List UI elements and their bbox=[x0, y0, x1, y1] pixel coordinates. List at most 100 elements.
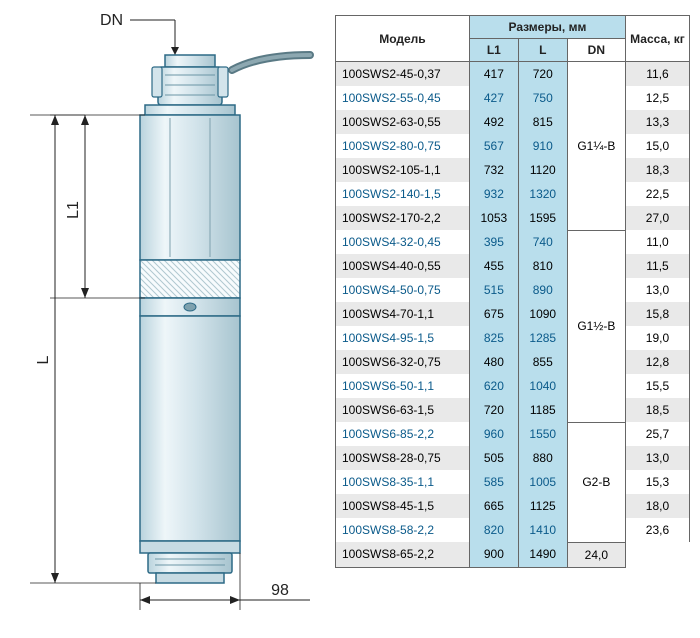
l-cell: 1285 bbox=[518, 326, 567, 350]
mass-cell: 25,7 bbox=[625, 422, 689, 446]
table-row: 100SWS4-40-0,5545581011,5 bbox=[336, 254, 690, 278]
th-l1: L1 bbox=[469, 39, 518, 62]
table-row: 100SWS8-58-2,28201410 23,6 bbox=[336, 518, 690, 542]
table-row: 100SWS6-32-0,75480855 12,8 bbox=[336, 350, 690, 374]
mass-cell: 23,6 bbox=[625, 518, 689, 542]
l-cell: 750 bbox=[518, 86, 567, 110]
mass-cell: 27,0 bbox=[625, 206, 689, 230]
l-cell: 810 bbox=[518, 254, 567, 278]
table-row: 100SWS2-45-0,37417720G1¼-B11,6 bbox=[336, 62, 690, 87]
l-cell: 910 bbox=[518, 134, 567, 158]
mass-cell: 15,5 bbox=[625, 374, 689, 398]
mass-cell: 15,3 bbox=[625, 470, 689, 494]
l1-cell: 515 bbox=[469, 278, 518, 302]
l-cell: 1005 bbox=[518, 470, 567, 494]
model-cell: 100SWS8-58-2,2 bbox=[336, 518, 470, 542]
l1-cell: 675 bbox=[469, 302, 518, 326]
l-cell: 1490 bbox=[518, 542, 567, 567]
l1-cell: 620 bbox=[469, 374, 518, 398]
model-cell: 100SWS4-70-1,1 bbox=[336, 302, 470, 326]
table-row: 100SWS6-63-1,5720118518,5 bbox=[336, 398, 690, 422]
l1-cell: 825 bbox=[469, 326, 518, 350]
table-row: 100SWS4-95-1,58251285 19,0 bbox=[336, 326, 690, 350]
dn-cell: G1½-B bbox=[567, 230, 625, 422]
l-cell: 815 bbox=[518, 110, 567, 134]
table-row: 100SWS2-170-2,210531595 27,0 bbox=[336, 206, 690, 230]
l-cell: 890 bbox=[518, 278, 567, 302]
l1-label: L1 bbox=[65, 201, 82, 219]
l1-cell: 720 bbox=[469, 398, 518, 422]
l-cell: 1090 bbox=[518, 302, 567, 326]
dn-cell: G2-B bbox=[567, 422, 625, 542]
l1-cell: 900 bbox=[469, 542, 518, 567]
model-cell: 100SWS2-80-0,75 bbox=[336, 134, 470, 158]
table-row: 100SWS2-105-1,1732112018,3 bbox=[336, 158, 690, 182]
table-row: 100SWS8-45-1,5665112518,0 bbox=[336, 494, 690, 518]
mass-cell: 11,5 bbox=[625, 254, 689, 278]
mass-cell: 18,0 bbox=[625, 494, 689, 518]
l1-cell: 1053 bbox=[469, 206, 518, 230]
l-cell: 855 bbox=[518, 350, 567, 374]
model-cell: 100SWS4-95-1,5 bbox=[336, 326, 470, 350]
th-dn: DN bbox=[567, 39, 625, 62]
model-cell: 100SWS8-28-0,75 bbox=[336, 446, 470, 470]
mass-cell: 12,8 bbox=[625, 350, 689, 374]
table-row: 100SWS2-63-0,5549281513,3 bbox=[336, 110, 690, 134]
model-cell: 100SWS4-50-0,75 bbox=[336, 278, 470, 302]
mass-cell: 22,5 bbox=[625, 182, 689, 206]
l1-cell: 427 bbox=[469, 86, 518, 110]
mass-cell: 13,0 bbox=[625, 278, 689, 302]
model-cell: 100SWS6-50-1,1 bbox=[336, 374, 470, 398]
th-sizes: Размеры, мм bbox=[469, 16, 625, 39]
l1-cell: 820 bbox=[469, 518, 518, 542]
pump-diagram: DN bbox=[0, 0, 335, 633]
model-cell: 100SWS2-105-1,1 bbox=[336, 158, 470, 182]
th-mass: Масса, кг bbox=[625, 16, 689, 62]
spec-table: Модель Размеры, мм Масса, кг L1 L DN 100… bbox=[335, 15, 690, 568]
model-cell: 100SWS2-45-0,37 bbox=[336, 62, 470, 87]
l-cell: 1550 bbox=[518, 422, 567, 446]
mass-cell: 12,5 bbox=[625, 86, 689, 110]
mass-cell: 19,0 bbox=[625, 326, 689, 350]
model-cell: 100SWS4-32-0,45 bbox=[336, 230, 470, 254]
l-cell: 880 bbox=[518, 446, 567, 470]
mass-cell: 11,0 bbox=[625, 230, 689, 254]
model-cell: 100SWS4-40-0,55 bbox=[336, 254, 470, 278]
l-cell: 1410 bbox=[518, 518, 567, 542]
l1-cell: 395 bbox=[469, 230, 518, 254]
table-row: 100SWS6-50-1,16201040 15,5 bbox=[336, 374, 690, 398]
l-label: L bbox=[35, 355, 52, 364]
model-cell: 100SWS6-32-0,75 bbox=[336, 350, 470, 374]
mass-cell: 15,8 bbox=[625, 302, 689, 326]
l1-cell: 960 bbox=[469, 422, 518, 446]
model-cell: 100SWS2-170-2,2 bbox=[336, 206, 470, 230]
l1-cell: 480 bbox=[469, 350, 518, 374]
l1-cell: 492 bbox=[469, 110, 518, 134]
mass-cell: 24,0 bbox=[567, 542, 625, 567]
dn-label: DN bbox=[100, 12, 123, 29]
l-cell: 1595 bbox=[518, 206, 567, 230]
l1-cell: 932 bbox=[469, 182, 518, 206]
table-row: 100SWS4-50-0,75515890 13,0 bbox=[336, 278, 690, 302]
model-cell: 100SWS6-85-2,2 bbox=[336, 422, 470, 446]
table-row: 100SWS2-80-0,75567910 15,0 bbox=[336, 134, 690, 158]
table-row: 100SWS2-55-0,4542775012,5 bbox=[336, 86, 690, 110]
table-row: 100SWS2-140-1,5932132022,5 bbox=[336, 182, 690, 206]
l1-cell: 585 bbox=[469, 470, 518, 494]
th-l: L bbox=[518, 39, 567, 62]
model-cell: 100SWS2-140-1,5 bbox=[336, 182, 470, 206]
l1-cell: 567 bbox=[469, 134, 518, 158]
l-cell: 1040 bbox=[518, 374, 567, 398]
l-cell: 740 bbox=[518, 230, 567, 254]
table-row: 100SWS8-65-2,2900149024,0 bbox=[336, 542, 690, 567]
l1-cell: 665 bbox=[469, 494, 518, 518]
l1-cell: 417 bbox=[469, 62, 518, 87]
th-model: Модель bbox=[336, 16, 470, 62]
table-row: 100SWS8-35-1,1585100515,3 bbox=[336, 470, 690, 494]
table-row: 100SWS4-32-0,45395740G1½-B11,0 bbox=[336, 230, 690, 254]
l1-cell: 732 bbox=[469, 158, 518, 182]
mass-cell: 15,0 bbox=[625, 134, 689, 158]
table-row: 100SWS8-28-0,7550588013,0 bbox=[336, 446, 690, 470]
mass-cell: 18,3 bbox=[625, 158, 689, 182]
mass-cell: 13,0 bbox=[625, 446, 689, 470]
